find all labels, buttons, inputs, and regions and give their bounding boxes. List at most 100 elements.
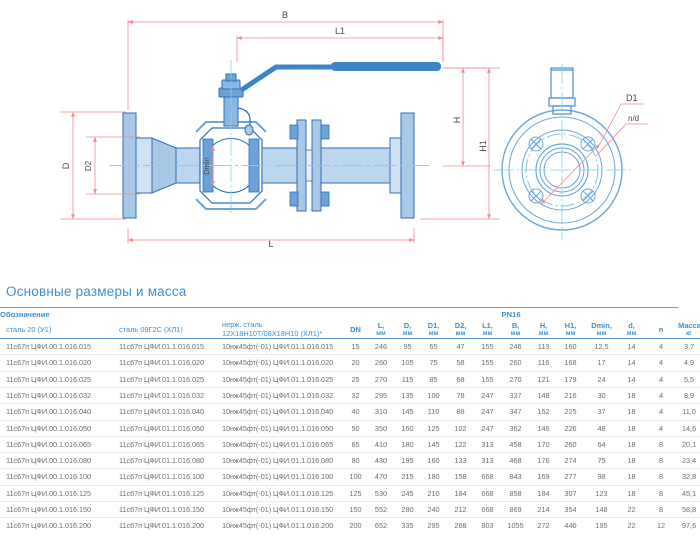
cell-dmin: 64 <box>584 436 620 454</box>
cell-масса: 97,6 <box>681 521 697 531</box>
cell-dn: 125 <box>344 485 368 503</box>
col-header-d2: D2, мм <box>447 320 475 340</box>
cell-d: 105 <box>395 354 421 372</box>
cell-d: 245 <box>395 485 421 503</box>
cell-b: 843 <box>501 468 531 486</box>
cell-d1: 160 <box>420 452 448 470</box>
cell-h1: 179 <box>557 371 585 388</box>
cell-designation-1: 11с67п ЦФИ.00.1.016.065 <box>0 436 113 454</box>
cell-l: 652 <box>374 521 388 531</box>
cell-h1: 440 <box>564 521 577 531</box>
cell-dn: 25 <box>344 371 368 388</box>
cell-designation-1: 11с67п ЦФИ.00.1.016.040 <box>0 403 113 421</box>
cell-dn: 65 <box>344 436 368 454</box>
cell-b: 468 <box>501 452 531 470</box>
cell-n: 8 <box>644 485 679 503</box>
cell-n: 4 <box>644 387 679 405</box>
label-L1: L1 <box>335 26 345 36</box>
table-group-header-row: Обозначение PN16 <box>0 307 700 320</box>
cell-dmin: 37 <box>584 403 620 421</box>
cell-designation-2: 11с67п ЦФИ.01.1.016.025 <box>113 371 216 388</box>
cell-designation-3: 10нж45фт(-01) ЦФИ.01.1.016.050 <box>216 420 345 437</box>
cell-l1: 668 <box>474 468 502 486</box>
cell-l: 310 <box>367 403 396 421</box>
valve-front-view: D1 n/d <box>494 64 648 240</box>
cell-h1: 260 <box>557 436 585 454</box>
cell-n: 4 <box>644 403 679 421</box>
col-header-stainless: нерж. сталь 12Х18Н10Т/08Х18Н10 (ХЛ1)* <box>216 320 345 340</box>
page-title: Основные размеры и масса <box>6 284 187 299</box>
cell-d2: 102 <box>447 420 475 437</box>
cell-l: 530 <box>367 485 396 503</box>
cell-b: 1055 <box>507 521 524 531</box>
cell-d2: 184 <box>447 485 475 503</box>
cell-d1: 145 <box>420 436 448 454</box>
cell-designation-2: 11с67п ЦФИ.01.1.016.020 <box>113 354 216 372</box>
cell-designation-1: 11с67п ЦФИ.00.1.016.020 <box>0 354 113 372</box>
cell-d: 22 <box>627 521 636 531</box>
cell-d2: 212 <box>447 501 475 519</box>
cell-d1: 295 <box>427 521 440 531</box>
col-header-stainless-line1: нерж. сталь <box>222 320 263 329</box>
technical-drawing: B L1 L H H1 D D2 Dmin <box>0 0 700 272</box>
cell-dmin: 48 <box>584 420 620 437</box>
cell-dmin: 30 <box>584 387 620 405</box>
cell-d2: 268 <box>454 521 467 531</box>
cell-h1: 354 <box>557 501 585 519</box>
cell-l: 270 <box>367 371 396 388</box>
cell-dmin: 98 <box>584 468 620 486</box>
cell-l1: 155 <box>474 338 502 356</box>
cell-h: 214 <box>530 501 558 519</box>
cell-d: 145 <box>395 403 421 421</box>
cell-масса: 32,8 <box>678 468 700 486</box>
cell-designation-3: 10нж45фт(-01) ЦФИ.01.1.016.032 <box>216 387 345 405</box>
cell-d1: 180 <box>420 468 448 486</box>
cell-масса: 3,7 <box>678 338 700 356</box>
cell-dmin: 195 <box>595 521 608 531</box>
col-header-n: n <box>644 320 679 340</box>
cell-d: 335 <box>401 521 414 531</box>
cell-d: 14 <box>619 371 645 388</box>
cell-n: 8 <box>644 501 679 519</box>
cell-h1: 160 <box>557 338 585 356</box>
table-row: 11с67п ЦФИ.00.1.016.100 11с67п ЦФИ.01.1.0… <box>0 468 700 486</box>
col-header-h1: H1, мм <box>557 320 585 340</box>
cell-b: 260 <box>501 354 531 372</box>
cell-designation-2: 11с67п ЦФИ.01.1.016.080 <box>113 452 216 470</box>
col-header-b: B, мм <box>501 320 531 340</box>
cell-b: 869 <box>501 501 531 519</box>
col-header-l: L, мм <box>367 320 396 340</box>
stem-assembly <box>218 73 254 136</box>
cell-d2: 47 <box>447 338 475 356</box>
cell-масса: 58,8 <box>678 501 700 519</box>
cell-l1: 247 <box>474 403 502 421</box>
cell-designation-2: 11с67п ЦФИ.01.1.016.032 <box>113 387 216 405</box>
col-header-dn: DN <box>344 320 368 340</box>
cell-h: 176 <box>530 452 558 470</box>
cell-n: 4 <box>644 338 679 356</box>
cell-b: 337 <box>501 387 531 405</box>
cell-dn: 150 <box>344 501 368 519</box>
cell-h: 169 <box>530 468 558 486</box>
cell-designation-3: 10нж45фт(-01) ЦФИ.01.1.016.020 <box>216 354 345 372</box>
cell-dmin: 12,5 <box>584 338 620 356</box>
valve-side-view <box>110 60 441 219</box>
lever-handle <box>240 62 441 92</box>
label-nd: n/d <box>628 114 639 123</box>
cell-n: 8 <box>644 452 679 470</box>
cell-designation-3: 10нж45фт(-01) ЦФИ.01.1.016.080 <box>216 452 345 470</box>
table-column-header-row: сталь 20 (У1) сталь 09Г2С (ХЛ1) нерж. ст… <box>0 320 700 340</box>
table-body: 11с67п ЦФИ.00.1.016.015 11с67п ЦФИ.01.1.0… <box>0 338 700 534</box>
label-B: B <box>282 10 288 20</box>
cell-designation-2: 11с67п ЦФИ.01.1.016.125 <box>113 485 216 503</box>
cell-d1: 75 <box>420 354 448 372</box>
cell-масса: 45,1 <box>678 485 700 503</box>
col-header-steel09g2s: сталь 09Г2С (ХЛ1) <box>113 320 216 340</box>
label-Dmin: Dmin <box>202 157 211 175</box>
cell-d2: 133 <box>447 452 475 470</box>
cell-l1: 313 <box>474 436 502 454</box>
table-row: 11с67п ЦФИ.00.1.016.020 11с67п ЦФИ.01.1.0… <box>0 354 700 372</box>
dimension-labels: B L1 L H H1 D D2 Dmin <box>61 10 488 249</box>
cell-масса: 8,9 <box>678 387 700 405</box>
cell-designation-1: 11с67п ЦФИ.00.1.016.025 <box>0 371 113 388</box>
